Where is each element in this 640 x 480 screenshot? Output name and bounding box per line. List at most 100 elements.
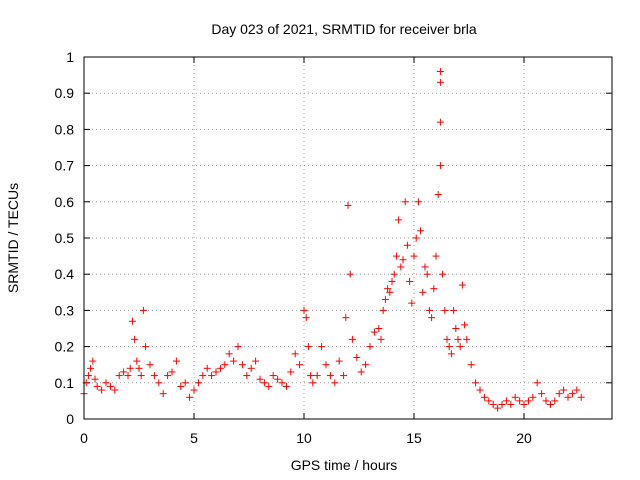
data-point bbox=[304, 343, 312, 351]
data-point bbox=[414, 198, 422, 206]
data-point bbox=[564, 393, 572, 401]
data-point bbox=[436, 118, 444, 126]
data-point bbox=[172, 357, 180, 365]
data-point bbox=[560, 386, 568, 394]
data-point bbox=[533, 379, 541, 387]
data-point bbox=[390, 270, 398, 278]
data-point bbox=[331, 379, 339, 387]
y-tick-label: 0.3 bbox=[55, 302, 75, 318]
data-point bbox=[252, 357, 260, 365]
data-point bbox=[300, 306, 308, 314]
data-point bbox=[139, 306, 147, 314]
data-point bbox=[159, 390, 167, 398]
data-point bbox=[181, 379, 189, 387]
data-point bbox=[126, 364, 134, 372]
data-point bbox=[93, 382, 101, 390]
data-point bbox=[203, 364, 211, 372]
data-point bbox=[150, 372, 158, 380]
data-point bbox=[397, 263, 405, 271]
data-point bbox=[274, 375, 282, 383]
data-point bbox=[538, 390, 546, 398]
data-point bbox=[555, 390, 563, 398]
data-point bbox=[91, 375, 99, 383]
data-point bbox=[296, 361, 304, 369]
data-point bbox=[199, 372, 207, 380]
data-point bbox=[430, 285, 438, 293]
data-point bbox=[208, 372, 216, 380]
data-point bbox=[461, 321, 469, 329]
y-tick-label: 0.5 bbox=[55, 230, 75, 246]
y-tick-label: 0.6 bbox=[55, 194, 75, 210]
data-point bbox=[494, 404, 502, 412]
data-point bbox=[379, 306, 387, 314]
data-point bbox=[399, 256, 407, 264]
tick-labels: 00.10.20.30.40.50.60.70.80.910 5 10 15 20 bbox=[55, 49, 532, 446]
data-point bbox=[234, 343, 242, 351]
data-point bbox=[124, 372, 132, 380]
x-tick-label: 15 bbox=[406, 430, 422, 446]
data-point bbox=[392, 252, 400, 260]
y-tick-label: 0.9 bbox=[55, 85, 75, 101]
y-tick-label: 0.8 bbox=[55, 121, 75, 137]
data-point bbox=[194, 379, 202, 387]
data-point bbox=[225, 350, 233, 358]
data-point bbox=[84, 372, 92, 380]
data-point bbox=[340, 372, 348, 380]
y-tick-label: 0.2 bbox=[55, 339, 75, 355]
data-point bbox=[480, 393, 488, 401]
data-point bbox=[287, 368, 295, 376]
data-point bbox=[436, 162, 444, 170]
data-point bbox=[260, 379, 268, 387]
data-point bbox=[476, 386, 484, 394]
data-point bbox=[216, 364, 224, 372]
y-tick-label: 0.4 bbox=[55, 266, 75, 282]
data-point bbox=[247, 364, 255, 372]
data-point bbox=[111, 386, 119, 394]
data-point bbox=[342, 314, 350, 322]
data-point bbox=[524, 397, 532, 405]
data-point bbox=[498, 401, 506, 409]
data-point bbox=[502, 397, 510, 405]
data-point bbox=[425, 306, 433, 314]
data-point bbox=[106, 382, 114, 390]
data-point bbox=[441, 306, 449, 314]
y-tick-label: 0.7 bbox=[55, 158, 75, 174]
data-point bbox=[221, 361, 229, 369]
plot-frame bbox=[83, 56, 613, 420]
data-point bbox=[395, 216, 403, 224]
chart-title: Day 023 of 2021, SRMTID for receiver brl… bbox=[211, 21, 477, 37]
data-point bbox=[146, 361, 154, 369]
data-point bbox=[309, 379, 317, 387]
data-point bbox=[98, 386, 106, 394]
data-point bbox=[142, 343, 150, 351]
data-point bbox=[322, 361, 330, 369]
data-point bbox=[516, 397, 524, 405]
data-point bbox=[381, 296, 389, 304]
data-point bbox=[419, 288, 427, 296]
data-point bbox=[353, 353, 361, 361]
data-point bbox=[348, 335, 356, 343]
data-point bbox=[452, 325, 460, 332]
data-point bbox=[410, 252, 418, 260]
data-point bbox=[120, 368, 128, 376]
data-point bbox=[335, 357, 343, 365]
data-point bbox=[436, 78, 444, 86]
data-point bbox=[243, 372, 251, 380]
data-point bbox=[568, 390, 576, 398]
x-tick-label: 20 bbox=[516, 430, 532, 446]
data-point bbox=[454, 335, 462, 343]
data-point bbox=[386, 288, 394, 296]
data-point bbox=[230, 357, 238, 365]
data-point bbox=[307, 372, 315, 380]
data-point bbox=[450, 306, 458, 314]
data-point bbox=[406, 277, 414, 285]
data-point bbox=[135, 364, 143, 372]
data-point bbox=[302, 314, 310, 322]
data-point bbox=[577, 393, 585, 401]
data-point bbox=[436, 67, 444, 75]
data-point bbox=[443, 335, 451, 343]
data-point bbox=[375, 325, 383, 332]
data-point bbox=[313, 372, 321, 380]
data-point bbox=[417, 227, 425, 235]
